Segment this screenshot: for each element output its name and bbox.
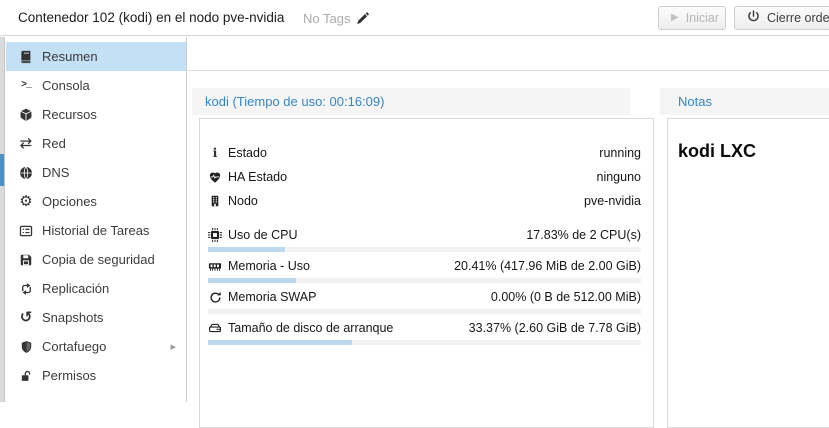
- sidebar-item-label: Snapshots: [42, 310, 104, 325]
- shutdown-button-label: Cierre ordena: [767, 11, 829, 25]
- status-panel-title: kodi (Tiempo de uso: 00:16:09): [205, 94, 385, 109]
- start-button-label: Iniciar: [685, 11, 720, 25]
- progress-fill: [208, 340, 353, 345]
- meter-label: Uso de CPU: [228, 228, 298, 242]
- sidebar-item-label: Opciones: [42, 194, 97, 209]
- meter-row: Uso de CPU 17.83% de 2 CPU(s): [208, 225, 641, 252]
- progress-bar: [208, 278, 641, 283]
- notes-panel-header: Notas: [660, 88, 829, 115]
- heartbeat-icon: [208, 171, 222, 184]
- sidebar-item-opciones[interactable]: ⚙ Opciones: [6, 187, 186, 216]
- cube-icon: [18, 108, 34, 122]
- globe-icon: [18, 166, 34, 180]
- list-icon: [18, 224, 34, 238]
- meter-row: Memoria SWAP 0.00% (0 B de 512.00 MiB): [208, 287, 641, 314]
- status-panel-header: kodi (Tiempo de uso: 00:16:09): [192, 88, 630, 115]
- book-icon: [18, 50, 34, 64]
- building-icon: [208, 194, 222, 208]
- shield-icon: [18, 340, 34, 354]
- progress-fill: [208, 247, 286, 252]
- cpu-icon: [208, 228, 222, 242]
- status-row-label: Estado: [228, 146, 267, 160]
- meter-line: Memoria SWAP 0.00% (0 B de 512.00 MiB): [208, 287, 641, 307]
- notes-panel-title: Notas: [678, 94, 712, 109]
- sidebar-item-copia[interactable]: Copia de seguridad: [6, 245, 186, 274]
- content-toolbar: [188, 37, 829, 71]
- refresh-icon: [208, 291, 222, 304]
- pencil-icon: [356, 11, 370, 25]
- status-panel-body: i Estado running HA Estado ninguno Nodo pve-nv…: [199, 118, 654, 428]
- status-row-value: ninguno: [596, 170, 642, 184]
- terminal-icon: >_: [20, 80, 32, 91]
- sidebar-item-label: Consola: [42, 78, 90, 93]
- meter-value: 0.00% (0 B de 512.00 MiB): [490, 290, 641, 304]
- collapsed-tree-strip[interactable]: [0, 37, 5, 402]
- sidebar-item-label: Copia de seguridad: [42, 252, 155, 267]
- sidebar-item-label: Historial de Tareas: [42, 223, 150, 238]
- status-row: HA Estado ninguno: [208, 165, 641, 189]
- exchange-icon: ⇄: [19, 135, 33, 152]
- sidebar-item-consola[interactable]: >_ Consola: [6, 71, 186, 100]
- status-row: i Estado running: [208, 141, 641, 165]
- sidebar: Resumen >_ Consola Recursos ⇄ Red DNS ⚙ Opciones…: [6, 37, 187, 402]
- status-row-value: pve-nvidia: [584, 194, 641, 208]
- sidebar-item-cortafuego[interactable]: Cortafuego ▸: [6, 332, 186, 361]
- sidebar-item-recursos[interactable]: Recursos: [6, 100, 186, 129]
- sidebar-item-permisos[interactable]: Permisos: [6, 361, 186, 390]
- disk-icon: [208, 322, 222, 335]
- meter-value: 20.41% (417.96 MiB de 2.00 GiB): [454, 259, 641, 273]
- sidebar-item-resumen[interactable]: Resumen: [6, 42, 186, 71]
- retweet-icon: [18, 282, 34, 296]
- sidebar-item-label: Replicación: [42, 281, 110, 296]
- sidebar-item-label: Recursos: [42, 107, 97, 122]
- sidebar-item-historial[interactable]: Historial de Tareas: [6, 216, 186, 245]
- sidebar-item-red[interactable]: ⇄ Red: [6, 129, 186, 158]
- notes-panel-body[interactable]: kodi LXC: [667, 118, 829, 428]
- window-header: Contenedor 102 (kodi) en el nodo pve-nvi…: [0, 0, 829, 36]
- shutdown-button[interactable]: Cierre ordena: [734, 6, 829, 30]
- history-icon: ↺: [19, 309, 33, 326]
- progress-bar: [208, 340, 641, 345]
- status-row-label: HA Estado: [228, 170, 288, 184]
- chevron-right-icon: ▸: [170, 341, 176, 353]
- notes-content: kodi LXC: [678, 141, 757, 161]
- play-icon: ▶: [671, 12, 679, 23]
- meter-line: Memoria - Uso 20.41% (417.96 MiB de 2.00 …: [208, 256, 641, 276]
- status-row: Nodo pve-nvidia: [208, 189, 641, 213]
- meter-label: Tamaño de disco de arranque: [228, 321, 394, 335]
- page-title: Contenedor 102 (kodi) en el nodo pve-nvi…: [18, 10, 285, 25]
- sidebar-item-label: DNS: [42, 165, 70, 180]
- progress-fill: [208, 278, 297, 283]
- sidebar-item-replicacion[interactable]: Replicación: [6, 274, 186, 303]
- meter-value: 17.83% de 2 CPU(s): [526, 228, 641, 242]
- sidebar-item-label: Red: [42, 136, 66, 151]
- info-icon: i: [212, 144, 218, 160]
- power-icon: [747, 10, 760, 26]
- memory-icon: [208, 260, 222, 273]
- gear-icon: ⚙: [19, 193, 33, 210]
- status-row-value: running: [599, 146, 641, 160]
- unlock-icon: [18, 369, 34, 383]
- status-row-label: Nodo: [228, 194, 258, 208]
- meter-label: Memoria SWAP: [228, 290, 317, 304]
- sidebar-item-snapshots[interactable]: ↺ Snapshots: [6, 303, 186, 332]
- tree-selection-thumb: [0, 154, 4, 186]
- tags-edit[interactable]: No Tags: [303, 0, 370, 36]
- sidebar-item-label: Resumen: [42, 49, 98, 64]
- rows-gap: [208, 213, 641, 225]
- progress-bar: [208, 247, 641, 252]
- meter-value: 33.37% (2.60 GiB de 7.78 GiB): [468, 321, 641, 335]
- sidebar-item-dns[interactable]: DNS: [6, 158, 186, 187]
- sidebar-item-label: Cortafuego: [42, 339, 107, 354]
- start-button[interactable]: ▶ Iniciar: [658, 6, 726, 30]
- tags-label: No Tags: [303, 10, 351, 26]
- sidebar-item-label: Permisos: [42, 368, 97, 383]
- meter-label: Memoria - Uso: [228, 259, 310, 273]
- meter-row: Tamaño de disco de arranque 33.37% (2.60 …: [208, 318, 641, 345]
- progress-bar: [208, 309, 641, 314]
- meter-line: Uso de CPU 17.83% de 2 CPU(s): [208, 225, 641, 245]
- meter-line: Tamaño de disco de arranque 33.37% (2.60 …: [208, 318, 641, 338]
- floppy-icon: [18, 253, 34, 267]
- meter-row: Memoria - Uso 20.41% (417.96 MiB de 2.00 …: [208, 256, 641, 283]
